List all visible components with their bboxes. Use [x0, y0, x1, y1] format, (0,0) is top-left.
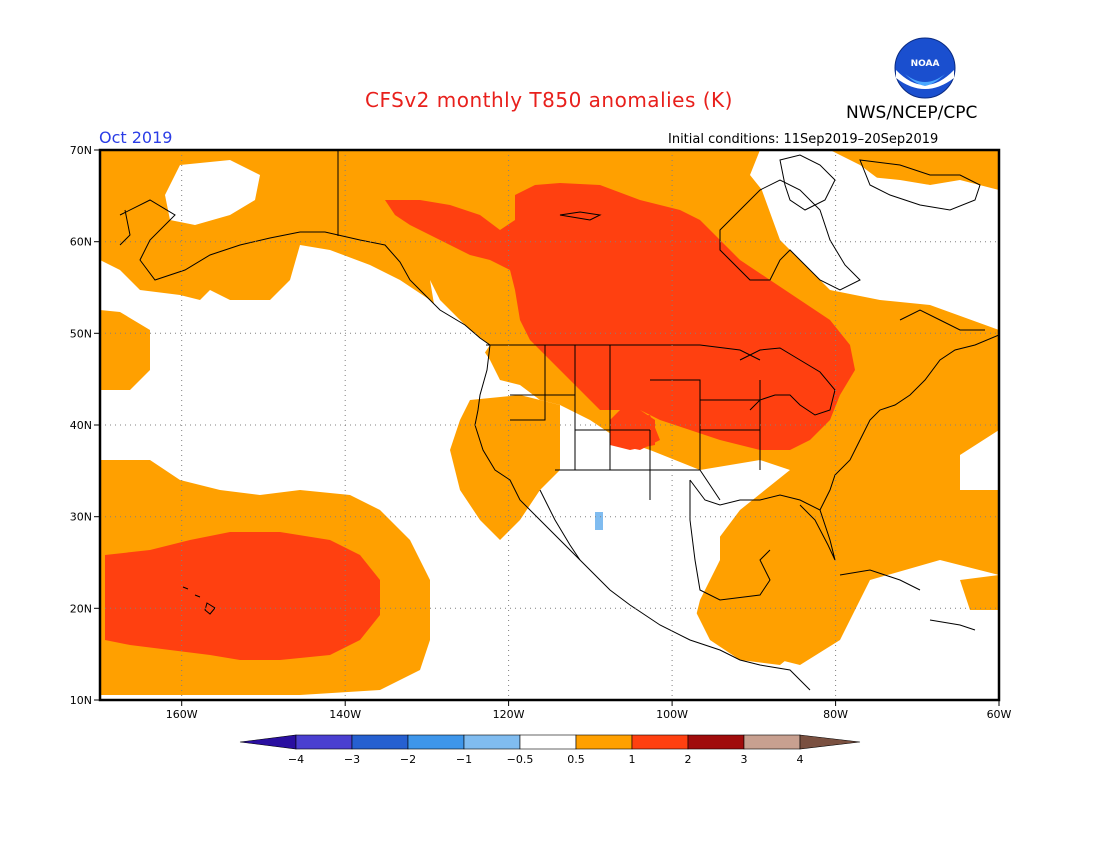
colorbar-cell-2-3: [687, 734, 745, 750]
lon-label-60w: 60W: [987, 708, 1012, 721]
lat-labels: 70N 60N 50N 40N 30N 20N 10N: [70, 144, 92, 707]
colorbar: [239, 734, 861, 750]
lon-label-140w: 140W: [329, 708, 361, 721]
agency-label: NWS/NCEP/CPC: [846, 103, 978, 123]
lon-label-120w: 120W: [493, 708, 525, 721]
colorbar-tick: 4: [797, 753, 804, 766]
lat-label-20: 20N: [70, 602, 92, 615]
colorbar-tick: −4: [288, 753, 304, 766]
colorbar-cell-3-2: [351, 734, 409, 750]
colorbar-cell-lt-4: [239, 734, 297, 750]
anomaly-shading: [100, 150, 999, 700]
colorbar-tick: −2: [400, 753, 416, 766]
colorbar-tick: 2: [685, 753, 692, 766]
lat-label-50: 50N: [70, 327, 92, 340]
negative-anomaly-spot: [595, 512, 603, 530]
noaa-logo: NOAA: [894, 37, 956, 99]
colorbar-ticks: −4 −3 −2 −1 −0.5 0.5 1 2 3 4: [288, 753, 804, 766]
colorbar-cell-2-1: [407, 734, 465, 750]
figure-title: CFSv2 monthly T850 anomalies (K): [365, 88, 733, 112]
lon-label-100w: 100W: [656, 708, 688, 721]
colorbar-cell-3-4: [743, 734, 801, 750]
lat-label-40: 40N: [70, 419, 92, 432]
colorbar-cell-neutral: [519, 734, 577, 750]
lon-labels: 160W 140W 120W 100W 80W 60W: [166, 708, 1012, 721]
lat-label-60: 60N: [70, 236, 92, 249]
colorbar-cell-1-2: [631, 734, 689, 750]
forecast-month: Oct 2019: [99, 128, 173, 147]
graticule: [100, 150, 999, 700]
neutral-areas: [165, 150, 999, 700]
lon-label-160w: 160W: [166, 708, 198, 721]
lat-label-30: 30N: [70, 511, 92, 524]
lat-label-10: 10N: [70, 694, 92, 707]
colorbar-tick: 1: [629, 753, 636, 766]
colorbar-cell-1-05: [463, 734, 521, 750]
noaa-logo-text: NOAA: [911, 59, 940, 69]
colorbar-tick: 0.5: [567, 753, 585, 766]
colorbar-tick: −0.5: [507, 753, 534, 766]
colorbar-tick: −3: [344, 753, 360, 766]
coastlines-borders: [119, 150, 999, 691]
axis-ticks: [94, 149, 1000, 706]
colorbar-cell-05-1: [575, 734, 633, 750]
colorbar-tick: 3: [741, 753, 748, 766]
anomaly-1-2-areas: [105, 183, 855, 660]
initial-conditions: Initial conditions: 11Sep2019–20Sep2019: [668, 132, 939, 147]
lon-label-80w: 80W: [823, 708, 848, 721]
colorbar-tick: −1: [456, 753, 472, 766]
colorbar-cell-4-3: [295, 734, 353, 750]
lat-label-70: 70N: [70, 144, 92, 157]
colorbar-cell-gt-4: [799, 734, 861, 750]
